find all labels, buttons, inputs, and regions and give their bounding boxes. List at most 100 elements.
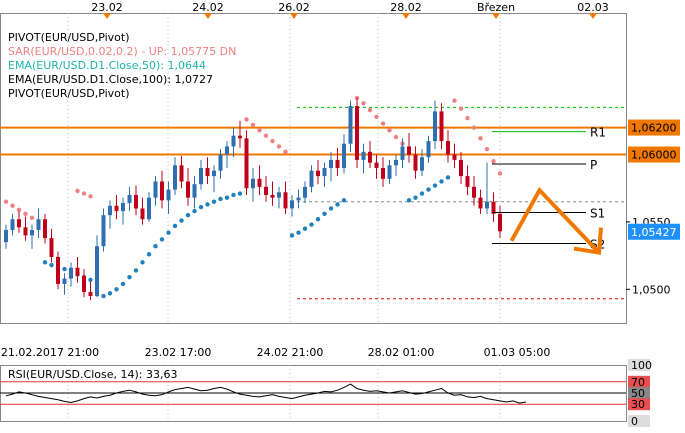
candle-body xyxy=(238,135,242,139)
candle-body xyxy=(134,194,138,209)
candle-body xyxy=(368,151,372,163)
candle-body xyxy=(426,141,431,158)
sar-up-dot xyxy=(133,268,139,273)
top-date-label: 02.03 xyxy=(577,1,609,14)
rsi-line xyxy=(5,383,527,404)
candle-body xyxy=(407,146,411,155)
legend-entry: PIVOT(EUR/USD,Pivot) xyxy=(8,31,130,44)
legend-entry: EMA(EUR/USD.D1.Close,50): 1,0644 xyxy=(8,59,207,72)
candle-body xyxy=(270,194,275,198)
candle-body xyxy=(225,146,229,155)
sar-down-dot xyxy=(465,115,470,121)
candle-body xyxy=(160,181,164,201)
legend-entry: SAR(EUR/USD,0.02,0.2) - UP: 1,05775 DN xyxy=(8,45,237,58)
sar-up-dot xyxy=(237,191,243,196)
candle-body xyxy=(413,154,418,171)
candle-body xyxy=(478,197,483,209)
sar-up-dot xyxy=(185,212,191,218)
sar-up-dot xyxy=(341,198,347,203)
sar-up-dot xyxy=(205,202,210,207)
sar-down-dot xyxy=(283,149,288,155)
top-date-label: 26.02 xyxy=(278,1,310,14)
candle-body xyxy=(179,165,184,182)
rsi-tick-label: 100 xyxy=(631,359,652,372)
candle-body xyxy=(277,192,281,198)
candle-body xyxy=(121,203,125,212)
sar-up-dot xyxy=(211,199,217,204)
candle-body xyxy=(173,165,177,190)
time-axis-label: 24.02 21:00 xyxy=(257,346,324,359)
candle-body xyxy=(491,201,496,214)
candle-body xyxy=(303,186,307,198)
candle-body xyxy=(381,168,385,179)
sar-down-dot xyxy=(497,171,503,176)
sar-up-dot xyxy=(146,252,152,257)
sar-down-dot xyxy=(374,114,379,119)
sar-up-dot xyxy=(114,287,119,292)
candle-body xyxy=(43,219,47,239)
legend-entry: PIVOT(EUR/USD,Pivot) xyxy=(8,87,130,100)
sar-up-dot xyxy=(166,230,171,235)
candle-body xyxy=(316,170,320,177)
sar-down-dot xyxy=(393,134,399,140)
indicator-legend: PIVOT(EUR/USD,Pivot) SAR(EUR/USD,0.02,0.2… xyxy=(8,31,236,101)
candle-body xyxy=(69,267,73,279)
candle-body xyxy=(329,159,333,168)
forecast-arrow xyxy=(509,186,603,255)
candle-body xyxy=(342,143,346,168)
sar-down-dot xyxy=(23,211,28,217)
candle-body xyxy=(394,159,398,166)
candle-body xyxy=(23,227,28,236)
sar-down-dot xyxy=(3,199,9,204)
price-tag-label: 1,05427 xyxy=(631,226,677,239)
sar-down-dot xyxy=(276,144,282,149)
candle-body xyxy=(433,111,437,142)
sar-up-dot xyxy=(439,179,444,184)
candle-body xyxy=(439,111,444,142)
pivot-level-label: R1 xyxy=(590,126,606,140)
candle-body xyxy=(108,205,112,216)
sar-up-dot xyxy=(413,195,418,200)
sar-down-dot xyxy=(29,215,35,221)
price-tags: 1,06200 1,06000 1,05427 xyxy=(628,119,680,240)
candle-body xyxy=(387,165,392,179)
top-date-label: 23.02 xyxy=(91,1,123,14)
date-marker xyxy=(492,13,500,19)
candle-body xyxy=(30,230,34,236)
candle-body xyxy=(355,106,359,160)
candle-body xyxy=(485,201,489,209)
rsi-tick-label: 0 xyxy=(631,415,638,428)
sar-up-dot xyxy=(315,217,321,222)
candle-body xyxy=(361,151,366,160)
candle-body xyxy=(244,138,249,189)
y-tick-label: 1,0500 xyxy=(632,283,671,296)
candle-body xyxy=(420,157,424,171)
sar-up-dot xyxy=(42,260,48,265)
sar-down-dot xyxy=(484,146,490,152)
date-marker xyxy=(402,13,410,19)
sar-up-dot xyxy=(432,183,438,188)
sar-up-dot xyxy=(419,191,425,196)
sar-up-dot xyxy=(445,175,451,180)
sar-up-dot xyxy=(335,202,340,207)
time-axis-label: 21.02.2017 21:00 xyxy=(1,346,99,359)
time-axis-label: 23.02 17:00 xyxy=(145,346,212,359)
sar-up-dot xyxy=(328,206,334,211)
sar-up-dot xyxy=(49,262,54,268)
sar-up-dot xyxy=(302,226,308,231)
top-date-label: 28.02 xyxy=(390,1,422,14)
candle-body xyxy=(283,192,288,209)
pivot-level-label: S1 xyxy=(590,206,605,220)
candle-body xyxy=(17,219,21,228)
sar-up-dot xyxy=(198,204,204,210)
sar-down-dot xyxy=(458,106,464,111)
sar-up-dot xyxy=(309,222,314,227)
candle-body xyxy=(10,219,15,230)
sar-down-dot xyxy=(16,207,22,212)
candle-body xyxy=(218,154,223,171)
sar-up-dot xyxy=(192,208,197,214)
sar-down-dot xyxy=(361,101,366,106)
rsi-tick-box xyxy=(628,359,650,371)
